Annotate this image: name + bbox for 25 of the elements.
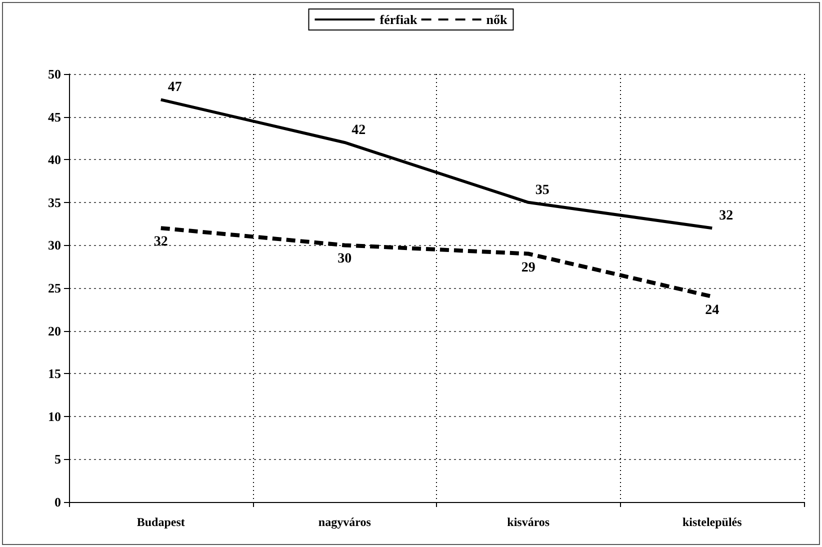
x-tick-label: nagyváros bbox=[318, 515, 372, 529]
y-tick-label: 15 bbox=[48, 366, 62, 382]
y-tick-label: 20 bbox=[48, 323, 61, 338]
x-tick-label: kistelepülés bbox=[682, 515, 742, 529]
y-tick-label: 10 bbox=[48, 408, 61, 424]
y-tick-label: 40 bbox=[48, 152, 61, 168]
y-tick-label: 0 bbox=[54, 494, 61, 510]
data-label: 32 bbox=[719, 208, 734, 224]
data-label: 29 bbox=[521, 260, 536, 276]
x-tick-label: Budapest bbox=[136, 515, 185, 529]
legend-label: nők bbox=[486, 12, 508, 27]
data-label: 32 bbox=[154, 234, 168, 250]
data-label: 42 bbox=[352, 122, 366, 138]
legend-label: férfiak bbox=[380, 12, 418, 27]
y-tick-label: 50 bbox=[48, 66, 61, 82]
y-tick-label: 25 bbox=[48, 280, 62, 296]
y-tick-label: 30 bbox=[48, 238, 61, 253]
data-label: 24 bbox=[705, 303, 720, 318]
data-label: 35 bbox=[535, 182, 550, 198]
y-tick-label: 5 bbox=[54, 452, 62, 467]
x-tick-label: kisváros bbox=[507, 515, 550, 529]
y-tick-label: 35 bbox=[48, 194, 62, 210]
y-tick-label: 45 bbox=[48, 109, 62, 124]
data-label: 47 bbox=[168, 80, 182, 96]
data-label: 30 bbox=[338, 252, 352, 267]
